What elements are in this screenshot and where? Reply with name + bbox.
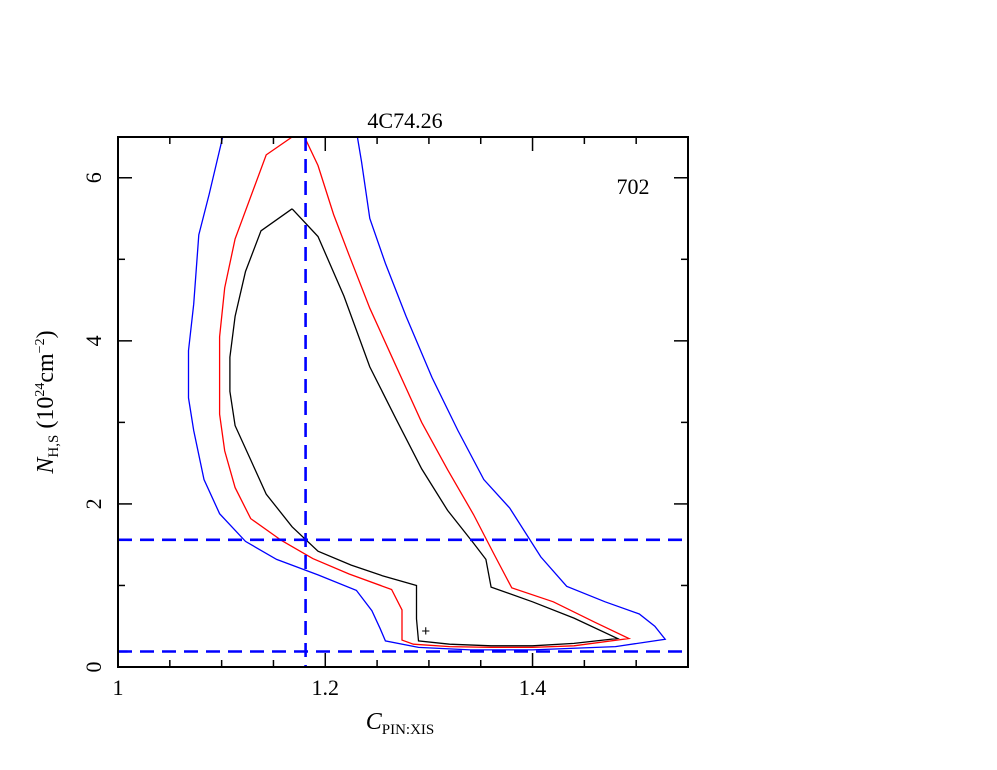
- chart-title: 4C74.26: [367, 108, 442, 133]
- contour-line-1: [229, 208, 620, 647]
- x-tick-label: 1: [113, 675, 124, 700]
- x-axis-label-sub: PIN:XIS: [382, 722, 435, 738]
- y-axis-label: NH,S (1024cm−2): [33, 330, 62, 474]
- contour-line-3: [187, 137, 667, 651]
- y-axis-label-main: N: [33, 456, 59, 475]
- y-axis-label-open: (10: [33, 397, 59, 435]
- annotation-label: 702: [617, 174, 650, 199]
- x-tick-label: 1.4: [519, 675, 547, 700]
- y-axis-label-sub: H,S: [46, 435, 62, 458]
- plot-area: [117, 136, 689, 668]
- y-axis-label-sup1: 24: [33, 383, 48, 397]
- y-tick-label: 6: [81, 172, 106, 183]
- best-fit-marker: +: [421, 623, 430, 640]
- y-tick-label: 4: [81, 335, 106, 346]
- x-tick-labels: 1 1.2 1.4: [113, 675, 547, 700]
- y-axis-label-mid: cm: [33, 353, 59, 383]
- reference-lines: [118, 137, 688, 667]
- y-axis-label-sup2: −2: [33, 338, 48, 353]
- x-tick-label: 1.2: [312, 675, 340, 700]
- contour-line-2: [218, 137, 632, 649]
- x-axis-label-main: C: [366, 709, 383, 735]
- plot-frame: [117, 136, 689, 668]
- x-axis-label: CPIN:XIS: [366, 709, 435, 738]
- y-axis-label-close: ): [33, 330, 59, 338]
- contour-lines: [187, 137, 667, 651]
- y-tick-labels: 0 2 4 6: [81, 172, 106, 672]
- y-tick-label: 0: [81, 662, 106, 673]
- y-tick-label: 2: [81, 498, 106, 509]
